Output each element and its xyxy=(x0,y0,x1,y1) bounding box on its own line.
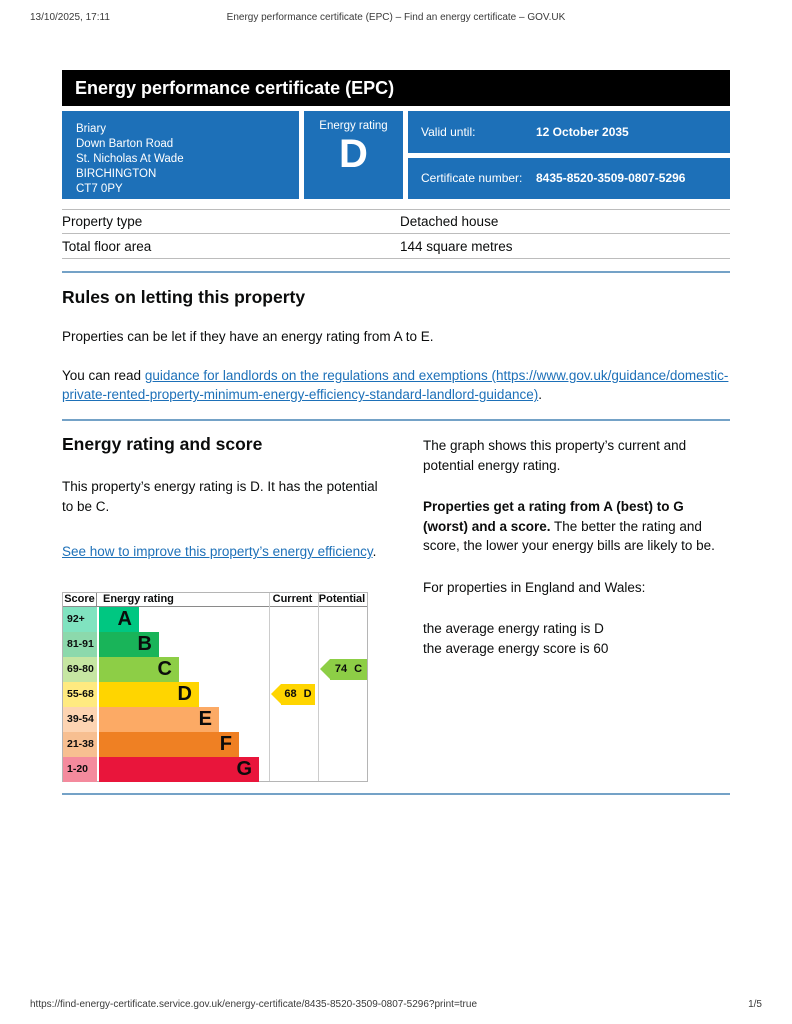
england-wales-paragraph: For properties in England and Wales: xyxy=(423,579,646,595)
section-divider xyxy=(62,419,730,421)
rating-section: Energy rating and score This property’s … xyxy=(62,434,730,782)
letting-rules-section: Rules on letting this property Propertie… xyxy=(62,287,730,405)
valid-until-label: Valid until: xyxy=(421,124,476,139)
epc-score-range: 21-38 xyxy=(63,731,97,757)
potential-rating-marker: 74 C xyxy=(320,658,367,680)
certificate-title-banner: Energy performance certificate (EPC) xyxy=(62,70,730,106)
floor-area-label: Total floor area xyxy=(62,238,152,254)
rating-explainer-rest: The better the rating and score, the low… xyxy=(423,518,715,554)
print-page-title: Energy performance certificate (EPC) – F… xyxy=(226,12,566,23)
epc-band-row-c: 69-80 C xyxy=(63,656,367,682)
landlord-guidance-link[interactable]: guidance for landlords on the regulation… xyxy=(62,367,729,403)
epc-score-range: 81-91 xyxy=(63,631,97,657)
letting-guidance-paragraph: You can read guidance for landlords on t… xyxy=(62,366,730,405)
address-line: Briary xyxy=(76,123,107,135)
property-type-label: Property type xyxy=(62,214,143,229)
average-rating-line: the average energy rating is D xyxy=(423,621,604,637)
address-line: St. Nicholas At Wade xyxy=(76,153,184,165)
epc-score-range: 55-68 xyxy=(63,681,97,707)
certificate-number-label: Certificate number: xyxy=(421,171,523,186)
print-footer-page-number: 1/5 xyxy=(748,999,762,1010)
epc-band-row-a: 92+ A xyxy=(63,606,367,632)
print-footer-url: https://find-energy-certificate.service.… xyxy=(30,999,478,1010)
epc-band-bar-g: G xyxy=(99,756,259,782)
left-arrow-icon xyxy=(320,658,330,679)
epc-band-bar-b: B xyxy=(99,631,159,657)
chart-header-potential: Potential xyxy=(318,592,366,605)
letting-rules-heading: Rules on letting this property xyxy=(62,287,306,307)
property-type-value: Detached house xyxy=(400,214,499,229)
address-line: CT7 0PY xyxy=(76,183,123,195)
current-column-divider xyxy=(269,592,270,781)
potential-rating-value: 74 C xyxy=(330,658,367,680)
improve-suffix: . xyxy=(372,544,377,560)
epc-score-range: 92+ xyxy=(63,606,97,632)
rating-section-heading: Energy rating and score xyxy=(62,434,263,454)
section-divider xyxy=(62,793,730,795)
valid-until-box: Valid until: 12 October 2035 xyxy=(408,111,730,153)
epc-band-bar-d: D xyxy=(99,681,199,707)
epc-band-bar-e: E xyxy=(99,706,219,732)
address-line: BIRCHINGTON xyxy=(76,168,157,180)
energy-rating-value: D xyxy=(339,132,368,176)
epc-band-row-b: 81-91 B xyxy=(63,631,367,657)
rating-explainer-paragraph: Properties get a rating from A (best) to… xyxy=(423,497,730,556)
left-arrow-icon xyxy=(271,683,281,704)
average-score-line: the average energy score is 60 xyxy=(423,640,609,656)
print-header: 13/10/2025, 17:11 Energy performance cer… xyxy=(0,12,792,23)
average-values: the average energy rating is D the averag… xyxy=(423,619,730,658)
energy-rating-chart: Score Energy rating Current Potential 92… xyxy=(62,591,368,782)
energy-rating-box: Energy rating D xyxy=(304,111,403,199)
chart-header-row: Score Energy rating Current Potential xyxy=(63,592,367,607)
epc-band-bar-c: C xyxy=(99,656,179,682)
rating-explainer-bold: Properties get a rating from A (best) to… xyxy=(423,499,684,534)
energy-rating-label: Energy rating xyxy=(319,120,388,132)
epc-band-row-f: 21-38 F xyxy=(63,731,367,757)
letting-rules-paragraph: Properties can be let if they have an en… xyxy=(62,329,434,344)
address-line: Down Barton Road xyxy=(76,138,174,150)
epc-band-bar-f: F xyxy=(99,731,239,757)
epc-score-range: 1-20 xyxy=(63,756,97,782)
section-divider xyxy=(62,271,730,273)
certificate-summary: Briary Down Barton Road St. Nicholas At … xyxy=(62,111,730,199)
current-rating-marker: 68 D xyxy=(271,683,315,705)
guidance-suffix: . xyxy=(538,387,542,403)
print-datetime: 13/10/2025, 17:11 xyxy=(30,12,110,23)
table-row: Total floor area 144 square metres xyxy=(62,234,730,259)
floor-area-value: 144 square metres xyxy=(400,238,513,254)
valid-until-value: 12 October 2035 xyxy=(536,124,629,139)
epc-band-row-e: 39-54 E xyxy=(63,706,367,732)
chart-header-score: Score xyxy=(63,592,97,606)
rating-summary-paragraph: This property’s energy rating is D. It h… xyxy=(62,479,378,514)
epc-band-row-g: 1-20 G xyxy=(63,756,367,782)
table-row: Property type Detached house xyxy=(62,209,730,234)
improve-paragraph: See how to improve this property’s energ… xyxy=(62,542,392,562)
chart-header-current: Current xyxy=(272,592,313,605)
certificate-number-box: Certificate number: 8435-8520-3509-0807-… xyxy=(408,157,730,199)
current-rating-value: 68 D xyxy=(281,683,315,705)
improve-efficiency-link[interactable]: See how to improve this property’s energ… xyxy=(62,544,373,560)
epc-band-bar-a: A xyxy=(99,606,139,632)
epc-band-row-d: 55-68 D xyxy=(63,681,367,707)
graph-intro-paragraph: The graph shows this property’s current … xyxy=(423,438,687,473)
epc-score-range: 39-54 xyxy=(63,706,97,732)
potential-column-divider xyxy=(318,592,319,781)
certificate-number-value: 8435-8520-3509-0807-5296 xyxy=(536,171,686,186)
guidance-prefix: You can read xyxy=(62,367,145,383)
property-address: Briary Down Barton Road St. Nicholas At … xyxy=(62,111,299,199)
property-facts-table: Property type Detached house Total floor… xyxy=(62,209,730,259)
epc-score-range: 69-80 xyxy=(63,656,97,682)
chart-header-rating: Energy rating xyxy=(103,592,174,605)
